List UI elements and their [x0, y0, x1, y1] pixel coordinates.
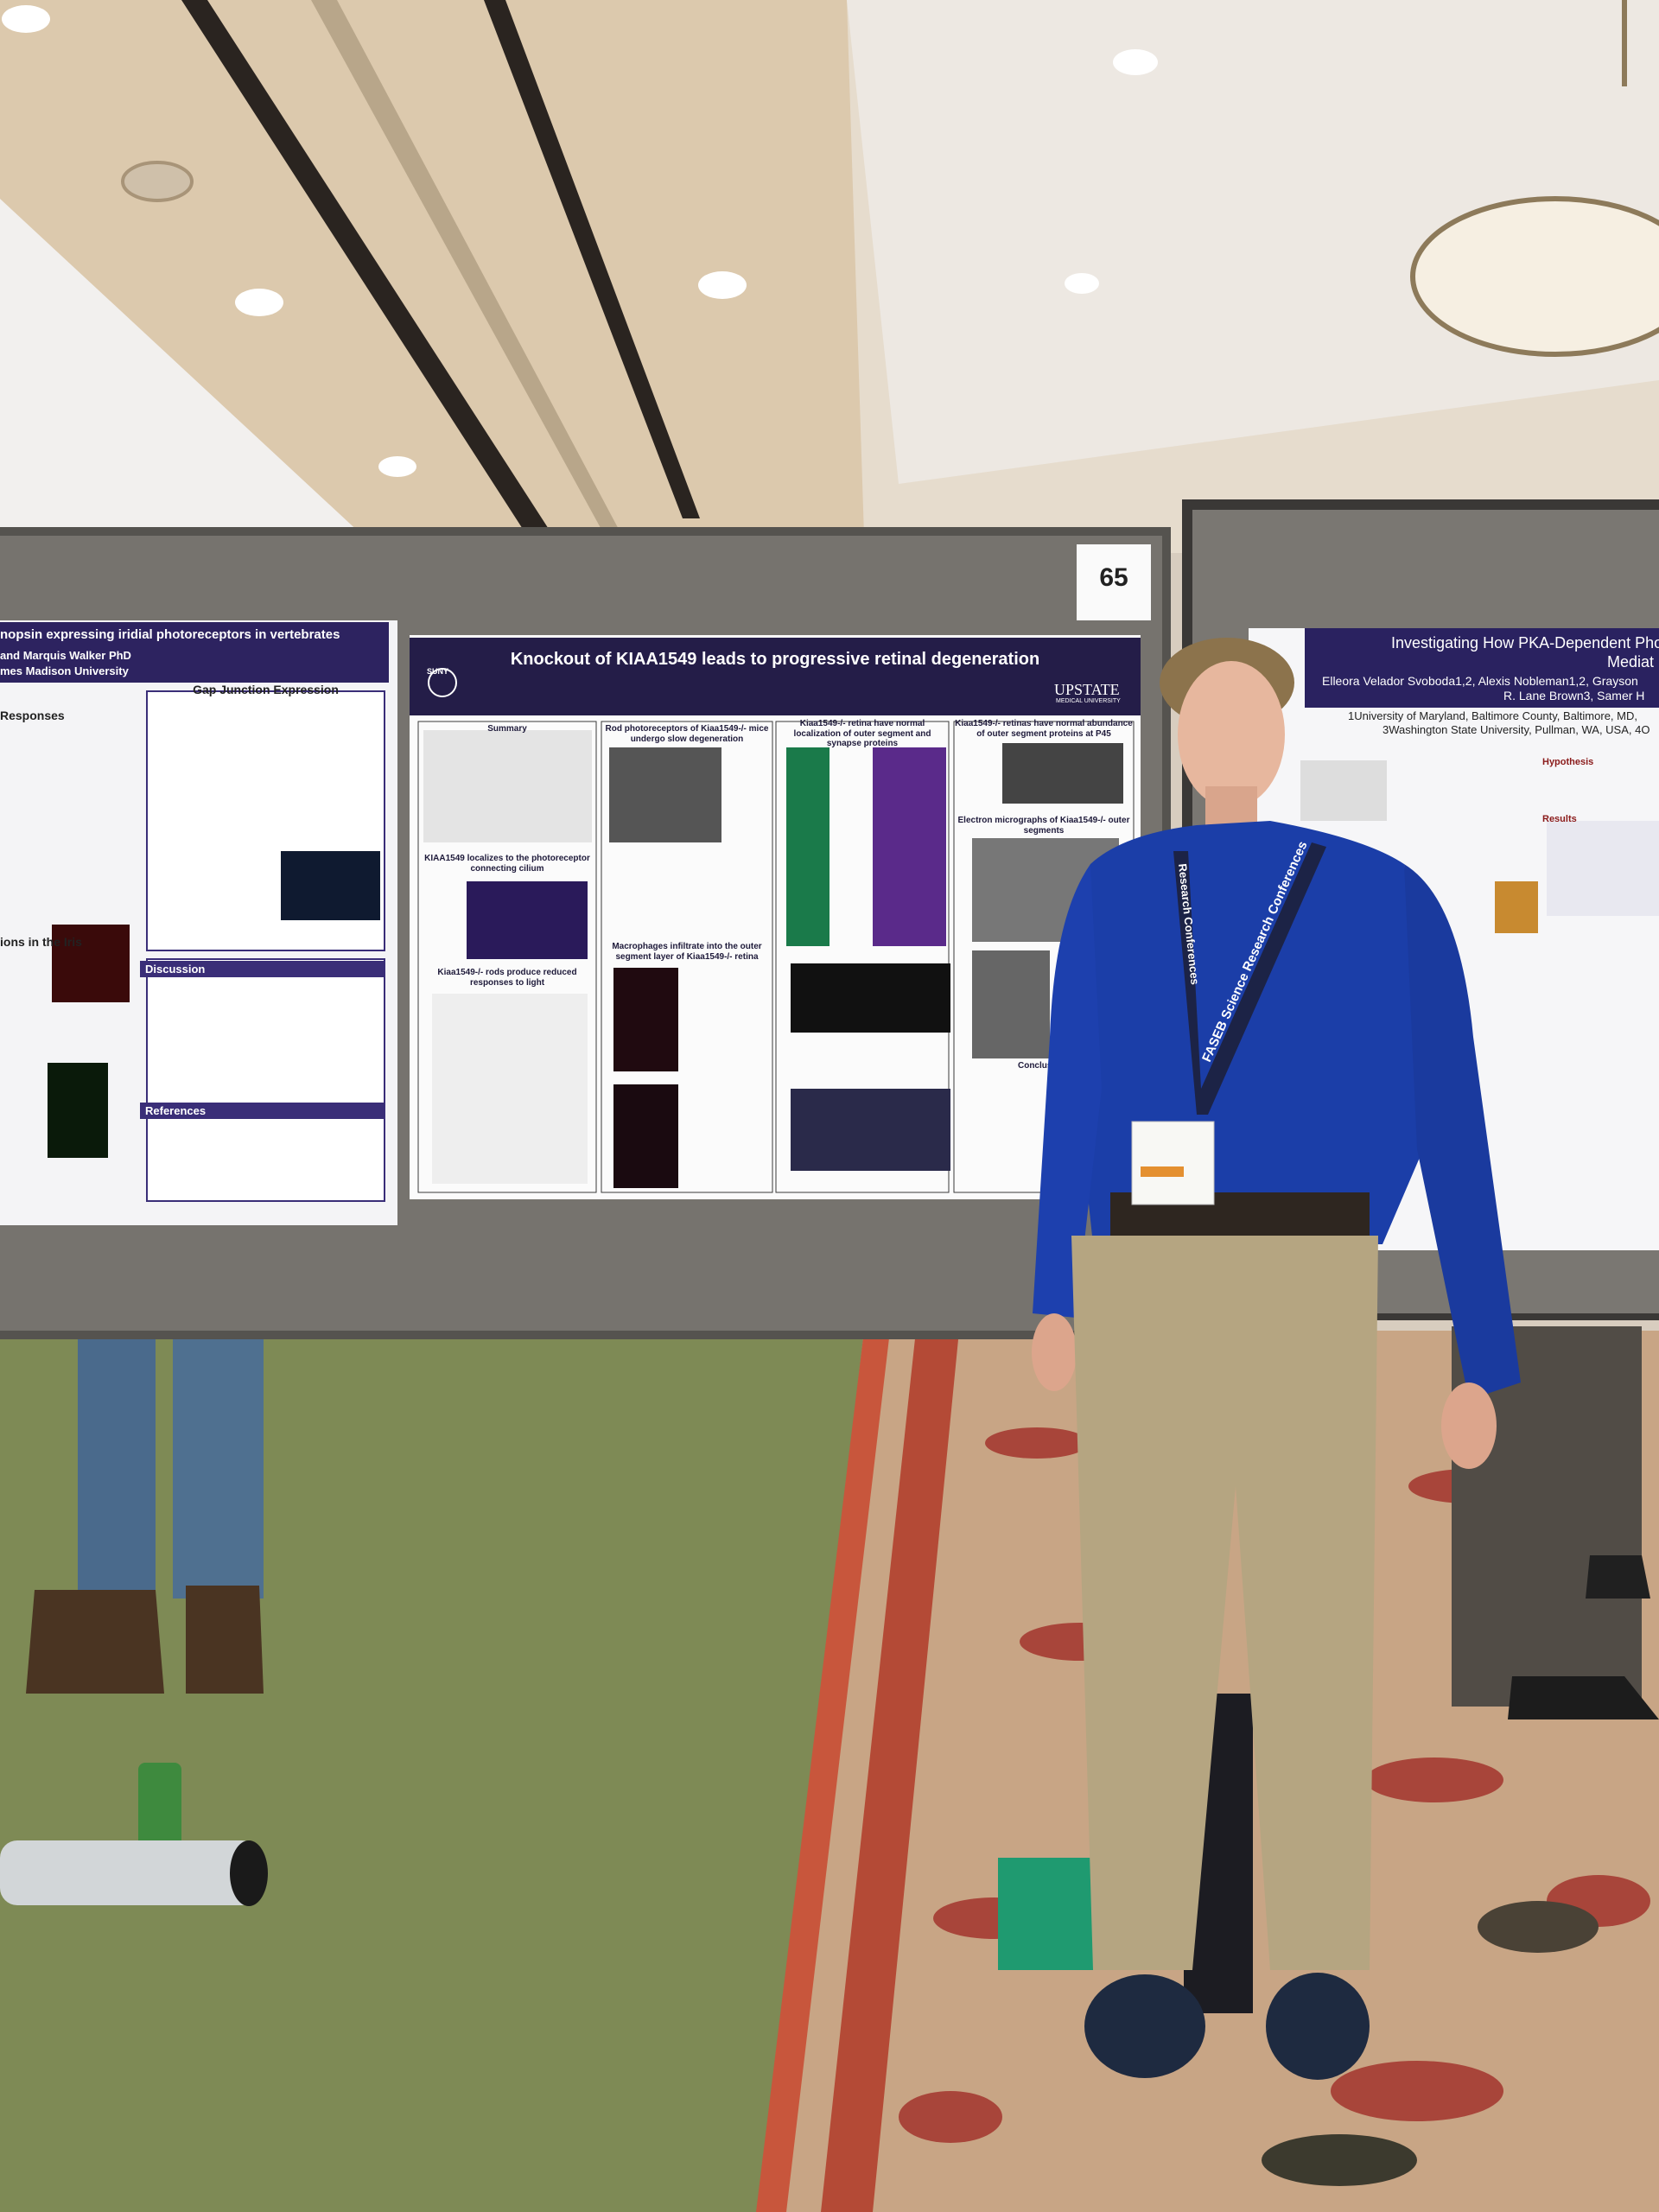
sleeve	[1033, 864, 1102, 1318]
light	[1113, 49, 1158, 75]
section-heading: References	[140, 1103, 384, 1119]
badge	[1131, 1121, 1215, 1205]
section-heading: KIAA1549 localizes to the photoreceptor …	[424, 854, 590, 874]
sleeve	[1404, 864, 1521, 1400]
section-heading: Gap Junction Expression	[193, 683, 339, 696]
poster-affiliation: 3Washington State University, Pullman, W…	[1382, 723, 1650, 736]
logo-text: SUNY	[427, 667, 449, 676]
figure	[281, 851, 380, 920]
carpet-stripe	[821, 1331, 959, 2212]
poster-affiliation: mes Madison University	[0, 664, 129, 677]
figure	[52, 925, 130, 1002]
soda-can	[138, 1763, 181, 1849]
person-legs	[173, 1339, 264, 1599]
ceiling-beam	[311, 0, 622, 536]
hand	[1441, 1382, 1497, 1469]
poster-title: Mediat	[1607, 653, 1655, 671]
number-card	[1077, 544, 1151, 620]
logo	[428, 668, 457, 697]
shoe	[1266, 1973, 1370, 2080]
window-light	[0, 199, 363, 553]
section-heading: Hypothesis	[1542, 757, 1594, 767]
poster-authors: R. Lane Brown3, Samer H	[1503, 689, 1645, 702]
figure	[1495, 881, 1538, 933]
section-heading: Responses	[0, 709, 65, 722]
section-heading: Electron micrographs of Kiaa1549-/- oute…	[957, 816, 1130, 836]
figure	[1300, 760, 1387, 821]
section-heading: Results	[1542, 814, 1577, 824]
section-heading: ions in the Iris	[0, 935, 82, 949]
section-heading: Discussion	[140, 961, 384, 977]
ceiling-beam	[181, 0, 553, 536]
logo-text: MEDICAL UNIVERSITY	[1056, 698, 1121, 704]
carpet-pattern	[1262, 2134, 1417, 2186]
ceiling-right	[847, 0, 1659, 484]
light	[698, 271, 747, 299]
light	[2, 5, 50, 33]
poster-affiliation: 1University of Maryland, Baltimore Count…	[1348, 709, 1637, 722]
figure	[48, 1063, 108, 1158]
carpet-stripe	[756, 1331, 890, 2212]
poster-title: Investigating How PKA-Dependent Pho	[1391, 634, 1659, 652]
poster-authors: and Marquis Walker PhD	[0, 649, 131, 662]
shoe	[1508, 1676, 1659, 1719]
vent	[121, 161, 194, 202]
figures	[423, 730, 1123, 1188]
section-heading: Kiaa1549-/- rods produce reduced respons…	[437, 968, 577, 988]
light	[1065, 273, 1099, 294]
hand	[1032, 1313, 1077, 1391]
section-heading: Macrophages infiltrate into the outer se…	[612, 942, 762, 962]
folder	[998, 1858, 1093, 1970]
ceiling-beam	[484, 0, 700, 518]
poster-authors: Elleora Velador Svoboda1,2, Alexis Noble…	[1322, 674, 1638, 688]
poster-title: Knockout of KIAA1549 leads to progressiv…	[510, 650, 1040, 669]
board-number: 65	[1099, 563, 1128, 592]
boot	[186, 1586, 264, 1694]
light	[235, 289, 283, 316]
light	[378, 456, 416, 477]
carpet-pattern	[1478, 1901, 1599, 1953]
tube-cap	[230, 1840, 268, 1906]
logo-text: UPSTATE	[1054, 681, 1120, 698]
shoe	[1084, 1974, 1205, 2078]
figure	[1547, 821, 1659, 916]
section-heading: Kiaa1549-/- retina have normal localizat…	[793, 719, 931, 748]
face	[1178, 661, 1285, 808]
section-heading: Kiaa1549-/- retinas have normal abundanc…	[955, 719, 1133, 739]
boot	[26, 1590, 164, 1694]
shoe	[1586, 1555, 1650, 1599]
lanyard	[1173, 842, 1326, 1115]
badge-sticker	[1141, 1166, 1184, 1177]
poster-header	[410, 638, 1141, 715]
poster-panel	[146, 958, 385, 1202]
pants	[1071, 1236, 1378, 1970]
poster-header	[1305, 628, 1659, 708]
section-heading: Summary	[487, 724, 527, 734]
section-heading: Rod photoreceptors of Kiaa1549-/- mice u…	[605, 724, 769, 744]
chandelier	[1410, 196, 1659, 357]
poster-tube	[0, 1840, 259, 1905]
person-legs	[78, 1339, 156, 1599]
poster-title: nopsin expressing iridial photoreceptors…	[0, 627, 340, 642]
section-heading: Conclusions	[1017, 1061, 1070, 1071]
poster-header	[0, 622, 389, 683]
